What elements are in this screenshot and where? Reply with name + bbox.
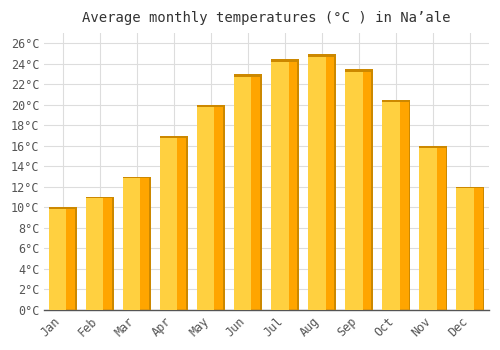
Bar [197,105,225,107]
Bar [420,146,436,310]
Bar [49,207,66,310]
Bar [482,187,484,310]
Bar [75,207,77,310]
Bar [224,105,225,310]
Bar [186,136,188,310]
Bar [308,54,326,310]
Bar [456,187,484,310]
Bar [160,136,178,310]
Bar [382,100,410,310]
Bar [234,74,252,310]
Bar [456,187,473,310]
Bar [272,59,299,62]
Bar [160,136,188,310]
Bar [49,207,77,209]
Bar [123,177,151,178]
Bar [234,74,262,77]
Bar [308,54,336,310]
Bar [86,197,114,310]
Bar [234,74,262,310]
Bar [308,54,336,57]
Bar [197,105,214,310]
Bar [346,69,373,310]
Bar [382,100,400,310]
Bar [160,136,188,138]
Bar [123,177,140,310]
Bar [150,177,151,310]
Bar [123,177,151,310]
Bar [197,105,225,310]
Bar [420,146,447,310]
Bar [49,207,77,310]
Bar [446,146,447,310]
Bar [112,197,114,310]
Bar [272,59,299,310]
Bar [346,69,362,310]
Bar [86,197,104,310]
Bar [372,69,373,310]
Bar [456,187,484,188]
Bar [382,100,410,102]
Bar [260,74,262,310]
Bar [334,54,336,310]
Bar [346,69,373,72]
Bar [298,59,299,310]
Bar [272,59,288,310]
Bar [408,100,410,310]
Bar [420,146,447,148]
Bar [86,197,114,198]
Title: Average monthly temperatures (°C ) in Naʼale: Average monthly temperatures (°C ) in Na… [82,11,451,25]
